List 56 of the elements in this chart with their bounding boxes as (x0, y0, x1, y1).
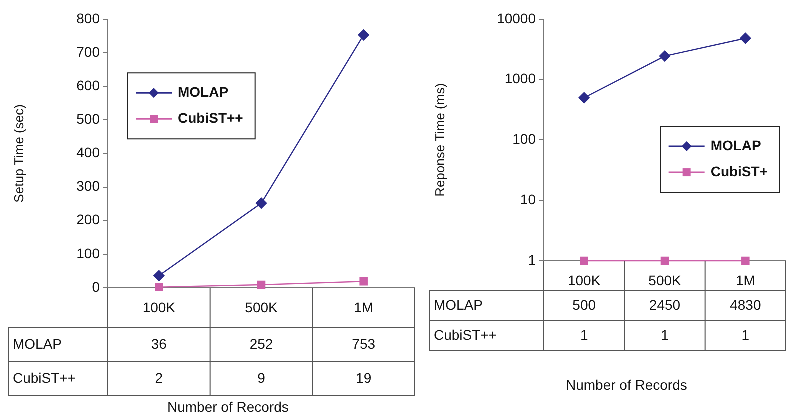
y-tick-label: 100 (512, 131, 536, 148)
point (742, 256, 750, 266)
text: CubiST++ (13, 370, 76, 386)
data-label: 9 (258, 370, 266, 386)
data-label: 36 (151, 336, 168, 352)
data-label: 2450 (649, 296, 681, 313)
y-tick-label: 10000 (497, 10, 536, 26)
y-tick-label: 700 (76, 44, 100, 60)
y-tick-label: 800 (76, 10, 100, 26)
point (154, 270, 165, 282)
y-tick-label: 400 (76, 144, 100, 161)
data-label: 19 (356, 370, 372, 386)
y-tick-label: 300 (76, 178, 100, 194)
text: MOLAP (13, 336, 62, 352)
legend-label: CubiST+ (710, 163, 768, 180)
legend-label: MOLAP (178, 84, 229, 100)
x-axis-title: Number of Records (566, 376, 688, 393)
data-label: 4830 (730, 296, 762, 313)
y-tick-label: 10 (520, 191, 536, 208)
y-tick-label: 200 (76, 212, 100, 228)
y-tick-label: 100 (76, 245, 100, 262)
y-tick-label: 500 (76, 110, 100, 127)
x-axis-title: Number of Records (167, 398, 289, 415)
data-label: 1 (580, 326, 588, 343)
data-label: 753 (352, 336, 376, 352)
data-label: 252 (250, 336, 274, 352)
y-axis-title: Reponse Time (ms) (432, 83, 448, 197)
x-tick-label: 500K (245, 299, 279, 316)
point (155, 283, 164, 292)
legend-label: MOLAP (710, 137, 762, 154)
text: CubiST++ (434, 326, 498, 343)
x-tick-label: 1M (354, 299, 374, 316)
point (257, 280, 266, 290)
data-label: 1 (661, 326, 670, 343)
point (580, 256, 588, 266)
y-tick-label: 1000 (504, 70, 536, 87)
point (660, 256, 670, 266)
y-axis-title: Setup Time (sec) (11, 104, 26, 203)
point (659, 50, 671, 62)
point (578, 92, 590, 104)
data-label: 500 (572, 296, 596, 313)
data-label: 2 (155, 370, 164, 386)
legend-label: CubiST++ (178, 110, 244, 126)
point (740, 32, 752, 44)
x-tick-label: 1M (736, 272, 756, 288)
y-tick-label: 1 (528, 252, 536, 268)
point (256, 198, 268, 209)
data-label: 1 (742, 326, 750, 343)
x-tick-label: 100K (568, 272, 602, 288)
x-tick-label: 500K (648, 272, 682, 288)
y-tick-label: 600 (76, 77, 100, 94)
point (358, 30, 370, 41)
x-tick-label: 100K (142, 299, 176, 316)
y-tick-label: 0 (92, 278, 100, 295)
text: MOLAP (434, 296, 484, 313)
point (360, 277, 368, 286)
